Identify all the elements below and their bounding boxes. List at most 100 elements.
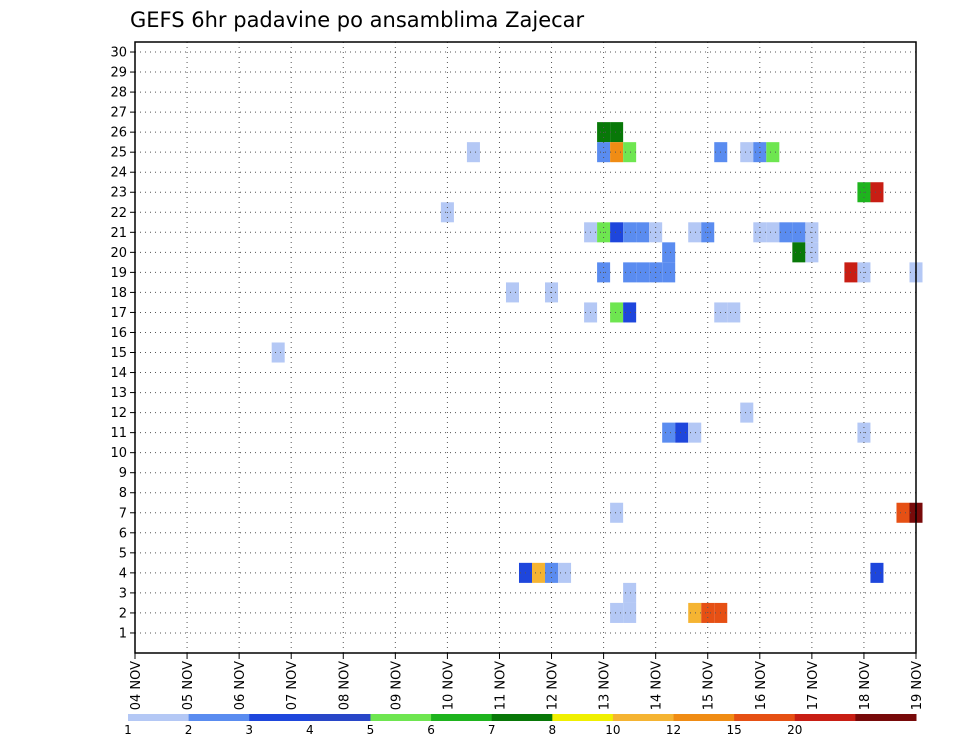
colorbar-swatch-2 <box>249 714 311 721</box>
chart-title: GEFS 6hr padavine po ansamblima Zajecar <box>130 8 585 32</box>
x-tick-label-3: 07 NOV <box>285 661 300 710</box>
colorbar-swatch-1 <box>188 714 250 721</box>
precip-cell-t38-m3 <box>623 582 637 603</box>
y-tick-label-28: 28 <box>110 86 127 101</box>
precip-cell-t51-m21 <box>792 222 806 243</box>
colorbar-label-10: 15 <box>727 723 742 737</box>
colorbar-swatch-3 <box>309 714 371 721</box>
precip-cell-t39-m19 <box>636 262 650 283</box>
colorbar-swatch-4 <box>370 714 432 721</box>
y-tick-label-18: 18 <box>110 286 127 301</box>
y-tick-label-5: 5 <box>119 546 127 561</box>
colorbar-swatch-9 <box>673 714 735 721</box>
x-tick-label-12: 16 NOV <box>754 661 769 710</box>
colorbar-label-2: 3 <box>245 723 253 737</box>
precip-cell-t38-m17 <box>623 302 637 323</box>
colorbar-swatch-0 <box>128 714 190 721</box>
precip-cell-t49-m21 <box>766 222 780 243</box>
precip-cell-t39-m21 <box>636 222 650 243</box>
colorbar-label-8: 10 <box>605 723 620 737</box>
precip-cell-t37-m25 <box>610 142 624 163</box>
x-tick-label-7: 11 NOV <box>493 661 508 710</box>
x-tick-label-9: 13 NOV <box>598 661 613 710</box>
y-tick-label-7: 7 <box>119 506 127 521</box>
y-tick-label-30: 30 <box>110 46 127 61</box>
x-tick-label-0: 04 NOV <box>129 661 144 710</box>
precip-cell-t41-m19 <box>662 262 676 283</box>
y-tick-label-10: 10 <box>110 446 127 461</box>
y-tick-label-11: 11 <box>110 426 127 441</box>
y-tick-label-22: 22 <box>110 206 127 221</box>
precip-cell-t41-m11 <box>662 422 676 443</box>
y-tick-label-1: 1 <box>119 626 127 641</box>
precip-cell-t31-m4 <box>532 562 546 583</box>
colorbar-legend: 1 2 3 4 5 6 7 8 10 12 15 20 <box>124 714 917 737</box>
precip-cell-t47-m12 <box>740 402 754 423</box>
precip-cell-t11-m15 <box>271 342 285 363</box>
precip-cell-t26-m25 <box>466 142 480 163</box>
y-axis: 1234567891011121314151617181920212223242… <box>110 46 135 641</box>
precip-cell-t37-m17 <box>610 302 624 323</box>
precip-cell-t46-m17 <box>727 302 741 323</box>
colorbar-label-5: 6 <box>427 723 435 737</box>
colorbar-label-3: 4 <box>306 723 314 737</box>
precip-cell-t38-m19 <box>623 262 637 283</box>
precip-cell-t43-m21 <box>688 222 702 243</box>
colorbar-label-7: 8 <box>548 723 556 737</box>
precipitation-cells <box>271 122 923 623</box>
y-tick-label-19: 19 <box>110 266 127 281</box>
x-tick-label-6: 10 NOV <box>441 661 456 710</box>
x-tick-label-10: 14 NOV <box>650 661 665 710</box>
y-tick-label-25: 25 <box>110 146 127 161</box>
colorbar-swatch-12 <box>855 714 917 721</box>
y-tick-label-29: 29 <box>110 66 127 81</box>
x-tick-label-5: 09 NOV <box>389 661 404 710</box>
precip-cell-t57-m4 <box>870 562 884 583</box>
y-tick-label-9: 9 <box>119 466 127 481</box>
y-tick-label-26: 26 <box>110 126 127 141</box>
plot-frame <box>134 41 917 654</box>
colorbar-label-9: 12 <box>666 723 681 737</box>
y-tick-label-13: 13 <box>110 386 127 401</box>
colorbar-swatch-8 <box>612 714 675 721</box>
y-tick-label-24: 24 <box>110 166 127 181</box>
precip-cell-t37-m7 <box>610 502 624 523</box>
x-axis: 04 NOV 05 NOV 06 NOV 07 NOV 08 NOV 09 NOV 10 N… <box>129 653 925 710</box>
precip-cell-t37-m2 <box>610 602 624 623</box>
colorbar-label-0: 1 <box>124 723 132 737</box>
y-tick-label-20: 20 <box>110 246 127 261</box>
precip-cell-t49-m25 <box>766 142 780 163</box>
colorbar-swatch-5 <box>431 714 493 721</box>
y-tick-label-2: 2 <box>119 606 127 621</box>
y-tick-label-12: 12 <box>110 406 127 421</box>
x-tick-label-8: 12 NOV <box>546 661 561 710</box>
y-tick-label-8: 8 <box>119 486 127 501</box>
precip-cell-t43-m2 <box>688 602 702 623</box>
y-tick-label-14: 14 <box>110 366 127 381</box>
y-tick-label-16: 16 <box>110 326 127 341</box>
colorbar-swatch-6 <box>491 714 553 721</box>
precip-cell-t38-m21 <box>623 222 637 243</box>
y-tick-label-23: 23 <box>110 186 127 201</box>
x-tick-label-1: 05 NOV <box>181 661 196 710</box>
colorbar-label-11: 20 <box>787 723 802 737</box>
y-tick-label-4: 4 <box>119 566 127 581</box>
precip-cell-t37-m21 <box>610 222 624 243</box>
y-tick-label-3: 3 <box>119 586 127 601</box>
x-tick-label-4: 08 NOV <box>337 661 352 710</box>
precip-cell-t43-m11 <box>688 422 702 443</box>
x-tick-label-13: 17 NOV <box>806 661 821 710</box>
precip-cell-t29-m18 <box>505 282 519 303</box>
colorbar-label-4: 5 <box>367 723 375 737</box>
y-tick-label-15: 15 <box>110 346 127 361</box>
colorbar-swatch-10 <box>734 714 796 721</box>
x-tick-label-15: 19 NOV <box>910 661 925 710</box>
precip-cell-t37-m26 <box>610 122 624 143</box>
x-tick-label-14: 18 NOV <box>858 661 873 710</box>
y-tick-label-6: 6 <box>119 526 127 541</box>
precip-cell-t42-m11 <box>675 422 689 443</box>
colorbar-swatch-7 <box>552 714 614 721</box>
colorbar-label-6: 7 <box>488 723 496 737</box>
precip-cell-t38-m2 <box>623 602 637 623</box>
colorbar-swatch-11 <box>794 714 856 721</box>
